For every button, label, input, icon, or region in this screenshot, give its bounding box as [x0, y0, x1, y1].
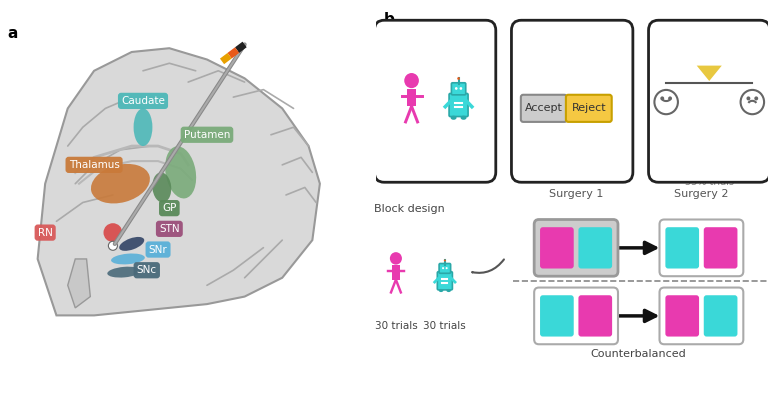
Text: Block design: Block design — [374, 204, 445, 213]
Text: Accept: Accept — [525, 103, 563, 113]
Ellipse shape — [439, 289, 443, 292]
Circle shape — [457, 77, 460, 80]
FancyBboxPatch shape — [566, 95, 612, 122]
FancyArrowPatch shape — [472, 260, 504, 273]
FancyBboxPatch shape — [540, 295, 574, 337]
Text: SNr: SNr — [149, 245, 167, 254]
Ellipse shape — [91, 164, 150, 203]
FancyBboxPatch shape — [535, 220, 618, 276]
FancyBboxPatch shape — [665, 227, 699, 269]
FancyBboxPatch shape — [660, 288, 743, 344]
Text: Proposer: Proposer — [411, 164, 459, 174]
FancyBboxPatch shape — [511, 20, 633, 182]
Circle shape — [754, 96, 758, 100]
FancyArrow shape — [392, 266, 399, 279]
Text: Thalamus: Thalamus — [68, 160, 120, 170]
Text: 30 trials: 30 trials — [375, 321, 417, 331]
Circle shape — [455, 87, 458, 90]
Text: b: b — [384, 12, 395, 27]
FancyBboxPatch shape — [703, 295, 737, 337]
Ellipse shape — [446, 289, 451, 292]
Circle shape — [459, 87, 462, 90]
Text: US$16: US$16 — [578, 62, 618, 75]
Ellipse shape — [108, 266, 141, 277]
Ellipse shape — [165, 146, 196, 198]
FancyBboxPatch shape — [535, 288, 618, 344]
Text: GP: GP — [162, 203, 177, 213]
Text: Emotion: Emotion — [687, 164, 732, 174]
Circle shape — [108, 241, 118, 250]
Circle shape — [746, 96, 750, 100]
FancyBboxPatch shape — [439, 264, 451, 273]
Ellipse shape — [111, 254, 145, 264]
FancyBboxPatch shape — [578, 295, 612, 337]
FancyBboxPatch shape — [703, 227, 737, 269]
Circle shape — [104, 223, 122, 242]
Text: Other: Other — [581, 40, 614, 53]
Text: 30 trials: 30 trials — [423, 321, 466, 331]
Text: a: a — [8, 26, 18, 40]
Text: Caudate: Caudate — [121, 96, 165, 106]
FancyBboxPatch shape — [665, 295, 699, 337]
FancyBboxPatch shape — [521, 95, 567, 122]
Text: Putamen: Putamen — [184, 130, 230, 140]
Circle shape — [390, 252, 402, 264]
Circle shape — [444, 260, 446, 262]
Text: /: / — [430, 87, 440, 115]
Text: How do you feel
about the game?: How do you feel about the game? — [665, 49, 753, 71]
FancyBboxPatch shape — [449, 94, 468, 117]
FancyArrow shape — [407, 89, 416, 107]
Circle shape — [668, 96, 672, 100]
Text: US$4: US$4 — [530, 62, 563, 75]
Text: RN: RN — [38, 228, 52, 238]
FancyBboxPatch shape — [452, 83, 465, 95]
Ellipse shape — [152, 173, 171, 202]
Polygon shape — [38, 48, 319, 315]
Text: Surgery 1: Surgery 1 — [549, 189, 604, 199]
FancyBboxPatch shape — [437, 272, 452, 290]
FancyBboxPatch shape — [648, 20, 768, 182]
Ellipse shape — [119, 237, 144, 251]
Text: STN: STN — [159, 224, 180, 234]
FancyBboxPatch shape — [578, 227, 612, 269]
Text: Surgery 2: Surgery 2 — [674, 189, 729, 199]
Polygon shape — [68, 259, 91, 308]
Text: You: You — [537, 40, 557, 53]
Circle shape — [445, 267, 448, 269]
Text: 33% trials: 33% trials — [685, 177, 733, 188]
Text: SNc: SNc — [137, 265, 157, 275]
FancyBboxPatch shape — [374, 20, 496, 182]
Text: Decision: Decision — [548, 164, 596, 174]
Text: Counterbalanced: Counterbalanced — [591, 349, 687, 359]
Text: Reject: Reject — [571, 103, 606, 113]
FancyBboxPatch shape — [540, 227, 574, 269]
Ellipse shape — [461, 116, 467, 120]
Circle shape — [442, 267, 444, 269]
Circle shape — [660, 96, 664, 100]
Ellipse shape — [134, 109, 152, 146]
Polygon shape — [697, 66, 722, 81]
Ellipse shape — [451, 116, 456, 120]
Circle shape — [404, 73, 419, 88]
FancyBboxPatch shape — [660, 220, 743, 276]
